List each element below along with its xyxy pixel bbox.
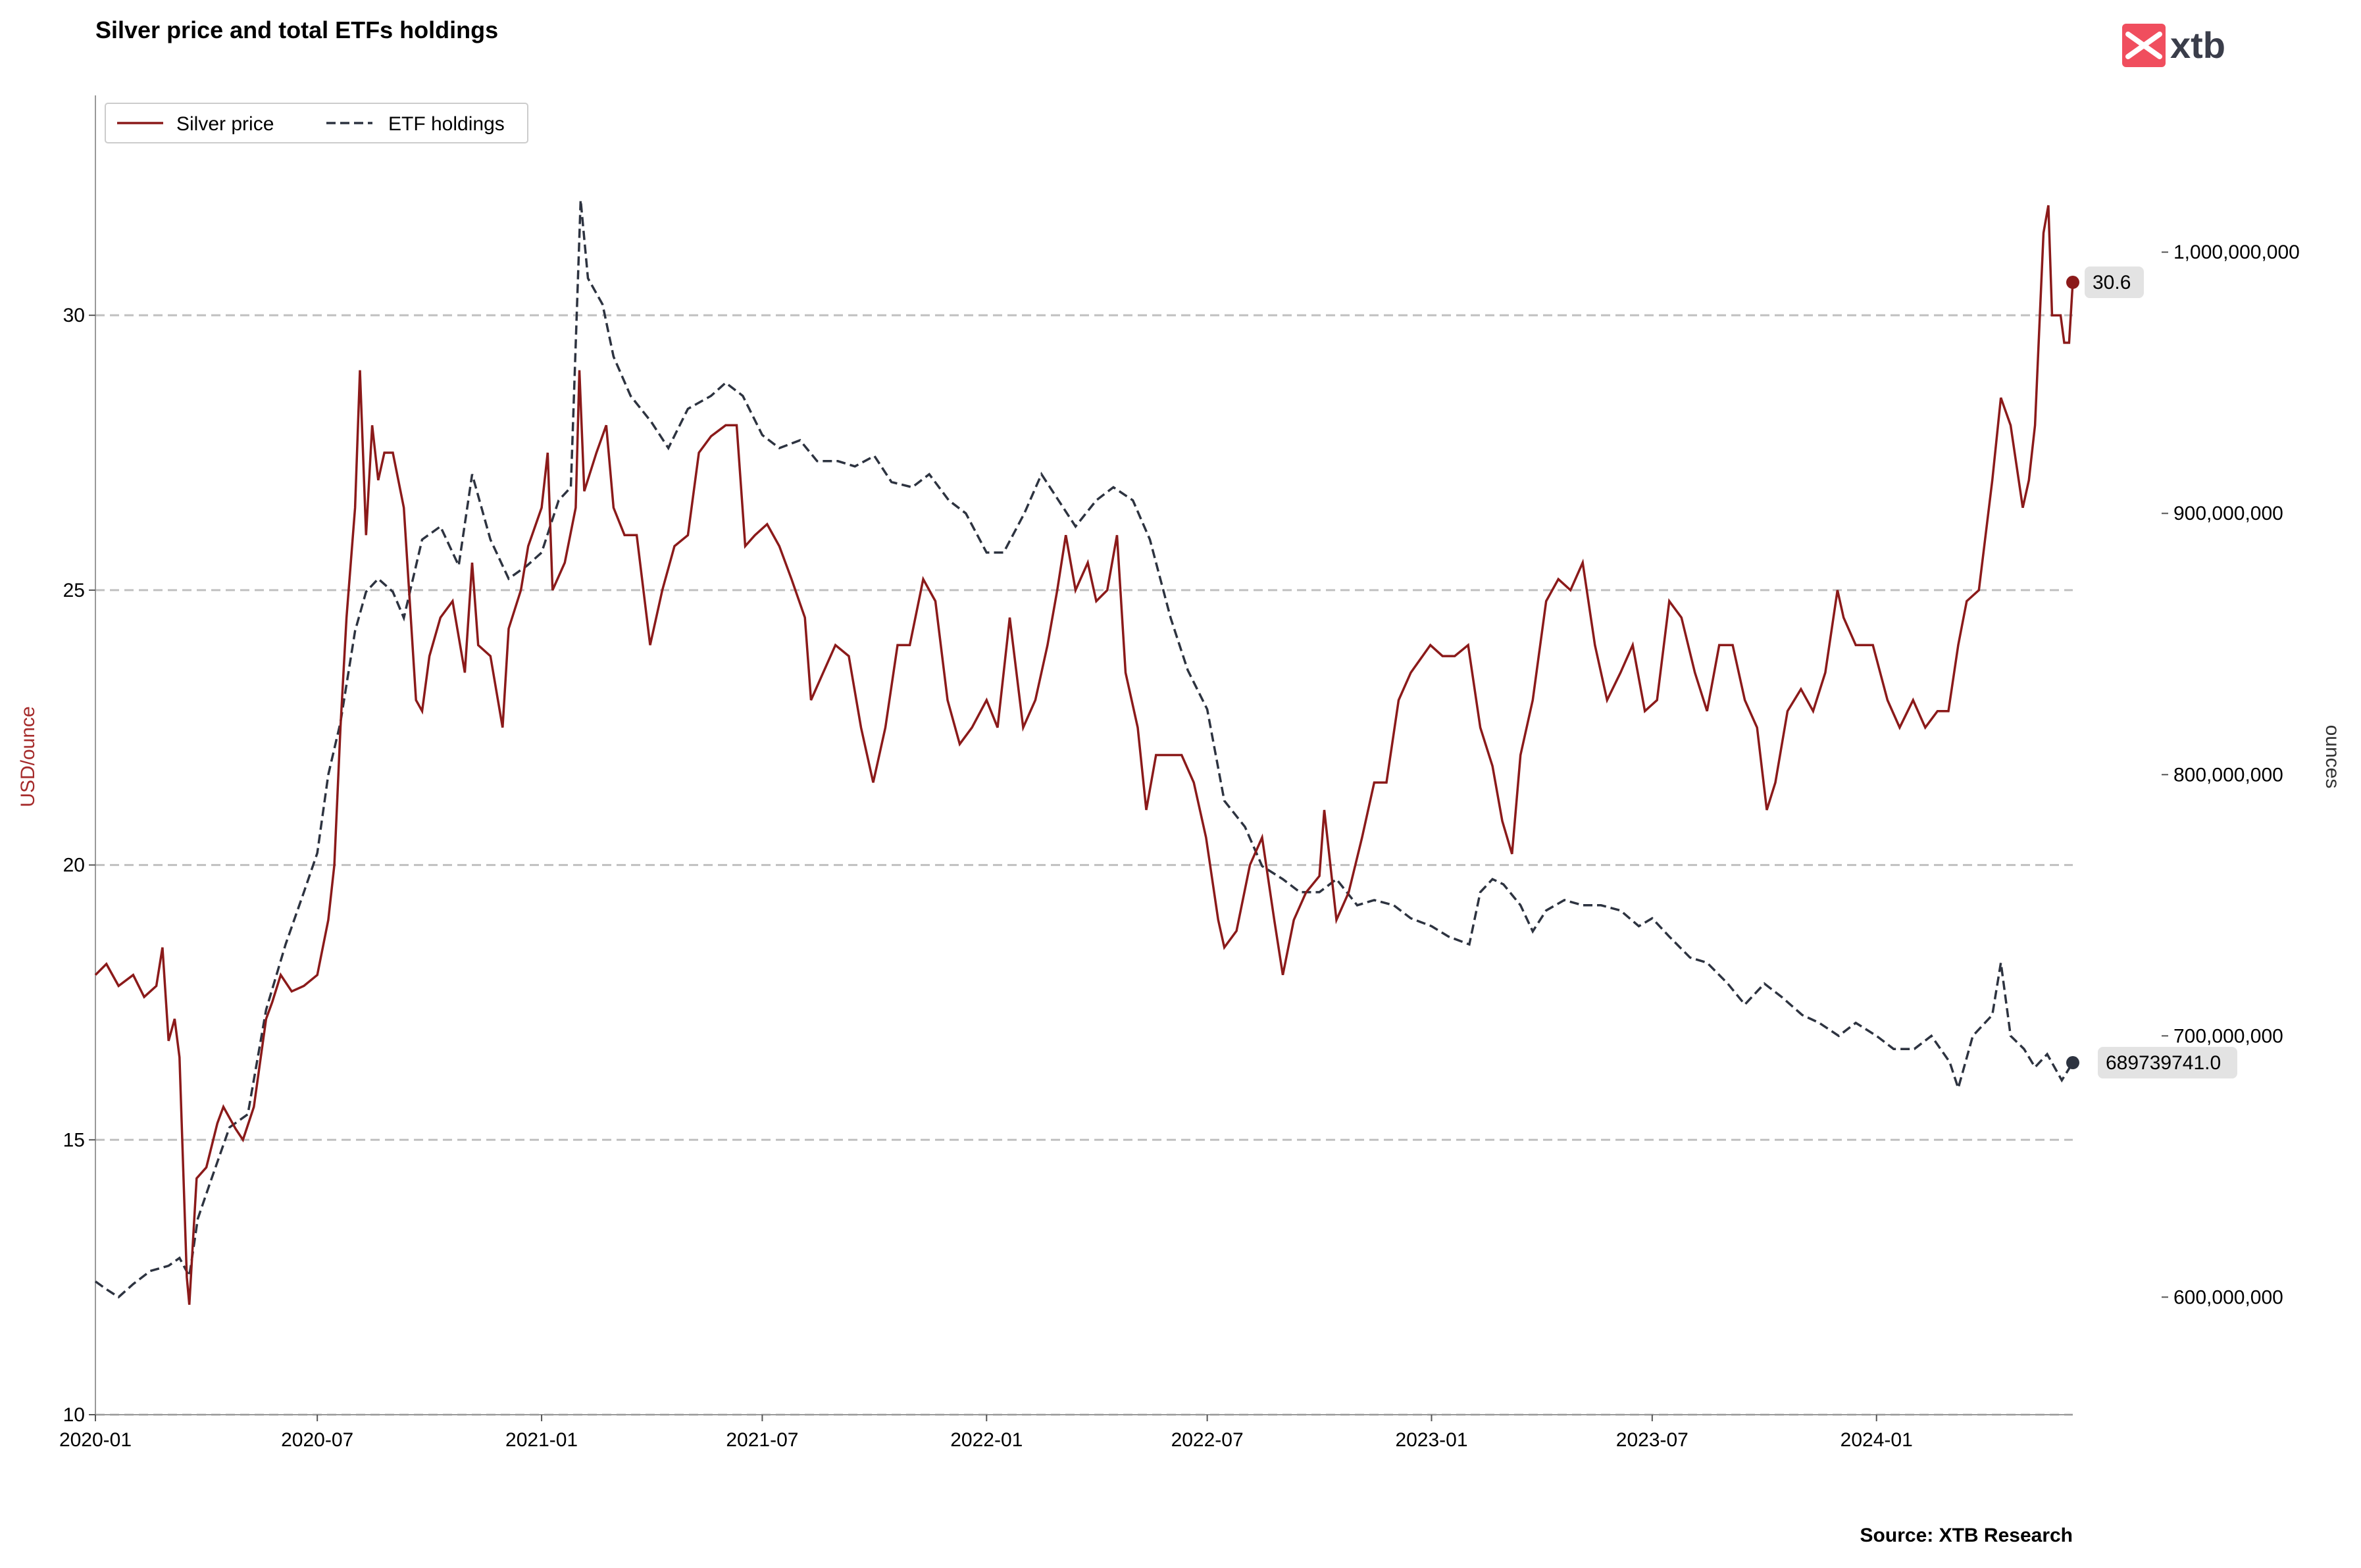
legend-box xyxy=(105,103,528,143)
legend: Silver price ETF holdings xyxy=(105,103,528,143)
x-tick-label: 2024-01 xyxy=(1841,1429,1913,1451)
series-etf-holdings xyxy=(94,199,2074,1299)
x-tick-label: 2022-01 xyxy=(950,1429,1023,1451)
x-tick-label: 2020-01 xyxy=(59,1429,132,1451)
right-tick-label: 900,000,000 xyxy=(2173,503,2283,524)
etf-last-point xyxy=(2066,1056,2079,1070)
gridlines xyxy=(95,314,2073,1416)
x-tick-label: 2022-07 xyxy=(1171,1429,1244,1451)
silver-last-value: 30.6 xyxy=(2066,266,2144,299)
left-tick-label: 30 xyxy=(63,305,85,326)
right-tick-label: 600,000,000 xyxy=(2173,1286,2283,1308)
xtb-logo: xtb xyxy=(2122,24,2225,67)
x-tick-label: 2021-01 xyxy=(505,1429,578,1451)
right-y-axis: 600,000,000 700,000,000 800,000,000 900,000… xyxy=(2162,241,2300,1308)
etf-last-label: 689739741.0 xyxy=(2106,1052,2221,1074)
logo-text: xtb xyxy=(2170,24,2225,66)
source-note: Source: XTB Research xyxy=(1860,1525,2073,1546)
x-tick-label: 2020-07 xyxy=(281,1429,353,1451)
y-axis-left-label: USD/ounce xyxy=(17,706,39,807)
right-tick-label: 700,000,000 xyxy=(2173,1025,2283,1047)
x-axis: 2020-01 2020-07 2021-01 2021-07 2022-01 2022-… xyxy=(59,1414,2073,1451)
silver-last-label: 30.6 xyxy=(2093,272,2131,293)
x-tick-label: 2023-07 xyxy=(1616,1429,1688,1451)
left-y-axis: 10 15 20 25 30 xyxy=(63,95,96,1426)
legend-silver-label: Silver price xyxy=(176,113,274,135)
left-tick-label: 25 xyxy=(63,580,85,601)
etf-last-value: 689739741.0 xyxy=(2066,1047,2237,1079)
logo-x-icon xyxy=(2125,32,2162,59)
x-tick-label: 2023-01 xyxy=(1395,1429,1467,1451)
etf-last-label-box xyxy=(2098,1047,2237,1079)
right-tick-label: 1,000,000,000 xyxy=(2173,241,2300,263)
left-tick-label: 20 xyxy=(63,855,85,876)
y-axis-right-label: ounces xyxy=(2322,725,2343,789)
legend-etf-label: ETF holdings xyxy=(388,113,505,135)
left-tick-label: 10 xyxy=(63,1404,85,1426)
left-tick-label: 15 xyxy=(63,1129,85,1151)
right-tick-label: 800,000,000 xyxy=(2173,764,2283,786)
silver-last-point xyxy=(2066,276,2079,290)
x-tick-label: 2021-07 xyxy=(726,1429,798,1451)
series-silver-price xyxy=(94,205,2074,1305)
chart-title: Silver price and total ETFs holdings xyxy=(95,16,498,43)
silver-last-label-box xyxy=(2085,266,2144,299)
